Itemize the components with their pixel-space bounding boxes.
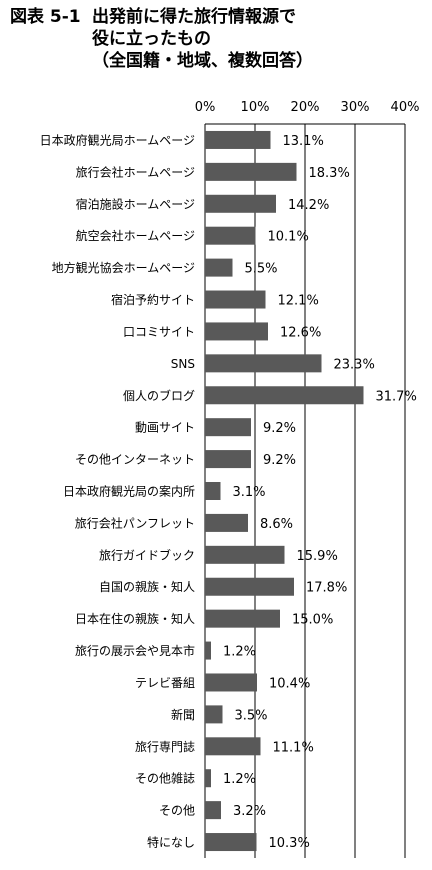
bar-7 (205, 354, 322, 373)
data-label-20: 1.2% (223, 772, 256, 787)
bar-14 (205, 577, 294, 596)
data-label-22: 10.3% (269, 836, 310, 851)
chart-title-line-2: 役に立ったもの (92, 29, 211, 49)
category-label-17: テレビ番組 (135, 676, 195, 690)
figure-label: 図表 5-1 (10, 7, 81, 27)
bar-18 (205, 705, 223, 724)
bar-4 (205, 258, 233, 277)
bar-9 (205, 418, 251, 437)
data-label-13: 15.9% (297, 549, 338, 564)
bar-1 (205, 162, 297, 181)
data-label-11: 3.1% (233, 485, 266, 500)
bar-5 (205, 290, 266, 309)
data-label-7: 23.3% (334, 357, 375, 372)
chart-title-line-3: （全国籍・地域、複数回答） (92, 51, 313, 71)
chart-title-line-1: 出発前に得た旅行情報源で (92, 7, 296, 27)
category-label-21: その他 (159, 804, 195, 818)
category-label-20: その他雑誌 (135, 771, 195, 786)
bar-8 (205, 386, 364, 405)
bar-11 (205, 482, 221, 500)
data-label-6: 12.6% (280, 325, 321, 340)
bar-22 (205, 833, 257, 852)
category-label-14: 自国の親族・知人 (99, 580, 195, 594)
bar-17 (205, 673, 257, 692)
data-label-18: 3.5% (235, 708, 268, 723)
bar-16 (205, 641, 211, 660)
category-label-12: 旅行会社パンフレット (75, 515, 195, 530)
category-label-16: 旅行の展示会や見本市 (75, 643, 195, 658)
category-label-5: 宿泊予約サイト (111, 292, 195, 307)
data-label-8: 31.7% (376, 389, 417, 404)
category-label-18: 新聞 (171, 707, 195, 722)
bar-0 (205, 130, 271, 149)
chart-title-block: 図表 5-1 出発前に得た旅行情報源で 役に立ったもの （全国籍・地域、複数回答… (10, 6, 430, 72)
category-label-10: その他インターネット (75, 453, 195, 467)
category-label-7: SNS (171, 357, 195, 371)
category-label-6: 口コミサイト (123, 325, 195, 339)
x-tick-label-3: 30% (341, 100, 370, 115)
data-label-14: 17.8% (306, 581, 347, 596)
bar-10 (205, 450, 251, 469)
bar-2 (205, 194, 276, 213)
data-label-17: 10.4% (269, 676, 310, 691)
data-label-9: 9.2% (263, 421, 296, 436)
x-tick-label-4: 40% (391, 100, 420, 115)
category-label-3: 航空会社ホームページ (76, 228, 195, 243)
data-label-15: 15.0% (292, 613, 333, 628)
data-label-0: 13.1% (283, 134, 324, 149)
data-label-19: 11.1% (273, 740, 314, 755)
data-label-5: 12.1% (278, 294, 319, 309)
category-label-11: 日本政府観光局の案内所 (63, 484, 195, 499)
bar-6 (205, 322, 268, 341)
category-label-13: 旅行ガイドブック (99, 547, 195, 562)
bar-20 (205, 769, 211, 788)
data-label-4: 5.5% (245, 262, 278, 277)
category-label-8: 個人のブログ (123, 388, 195, 403)
category-label-9: 動画サイト (135, 421, 195, 435)
bar-21 (205, 801, 221, 820)
data-label-2: 14.2% (288, 198, 329, 213)
data-label-16: 1.2% (223, 645, 256, 660)
bar-13 (205, 545, 285, 564)
category-label-4: 地方観光協会ホームページ (52, 260, 195, 275)
category-label-1: 旅行会社ホームページ (76, 164, 195, 179)
category-label-22: 特になし (147, 835, 195, 850)
category-label-19: 旅行専門誌 (135, 739, 195, 754)
x-tick-label-1: 10% (241, 100, 270, 115)
bar-12 (205, 513, 248, 532)
x-tick-label-0: 0% (195, 100, 216, 115)
bar-3 (205, 226, 256, 245)
category-label-0: 日本政府観光局ホームページ (40, 132, 195, 147)
category-label-15: 日本在住の親族・知人 (75, 612, 195, 626)
x-tick-label-2: 20% (291, 100, 320, 115)
data-label-12: 8.6% (260, 517, 293, 532)
bar-19 (205, 737, 261, 756)
data-label-21: 3.2% (233, 804, 266, 819)
data-label-3: 10.1% (268, 230, 309, 245)
data-label-10: 9.2% (263, 453, 296, 468)
category-label-2: 宿泊施設ホームページ (76, 196, 195, 211)
bar-15 (205, 609, 280, 628)
data-label-1: 18.3% (309, 166, 350, 181)
